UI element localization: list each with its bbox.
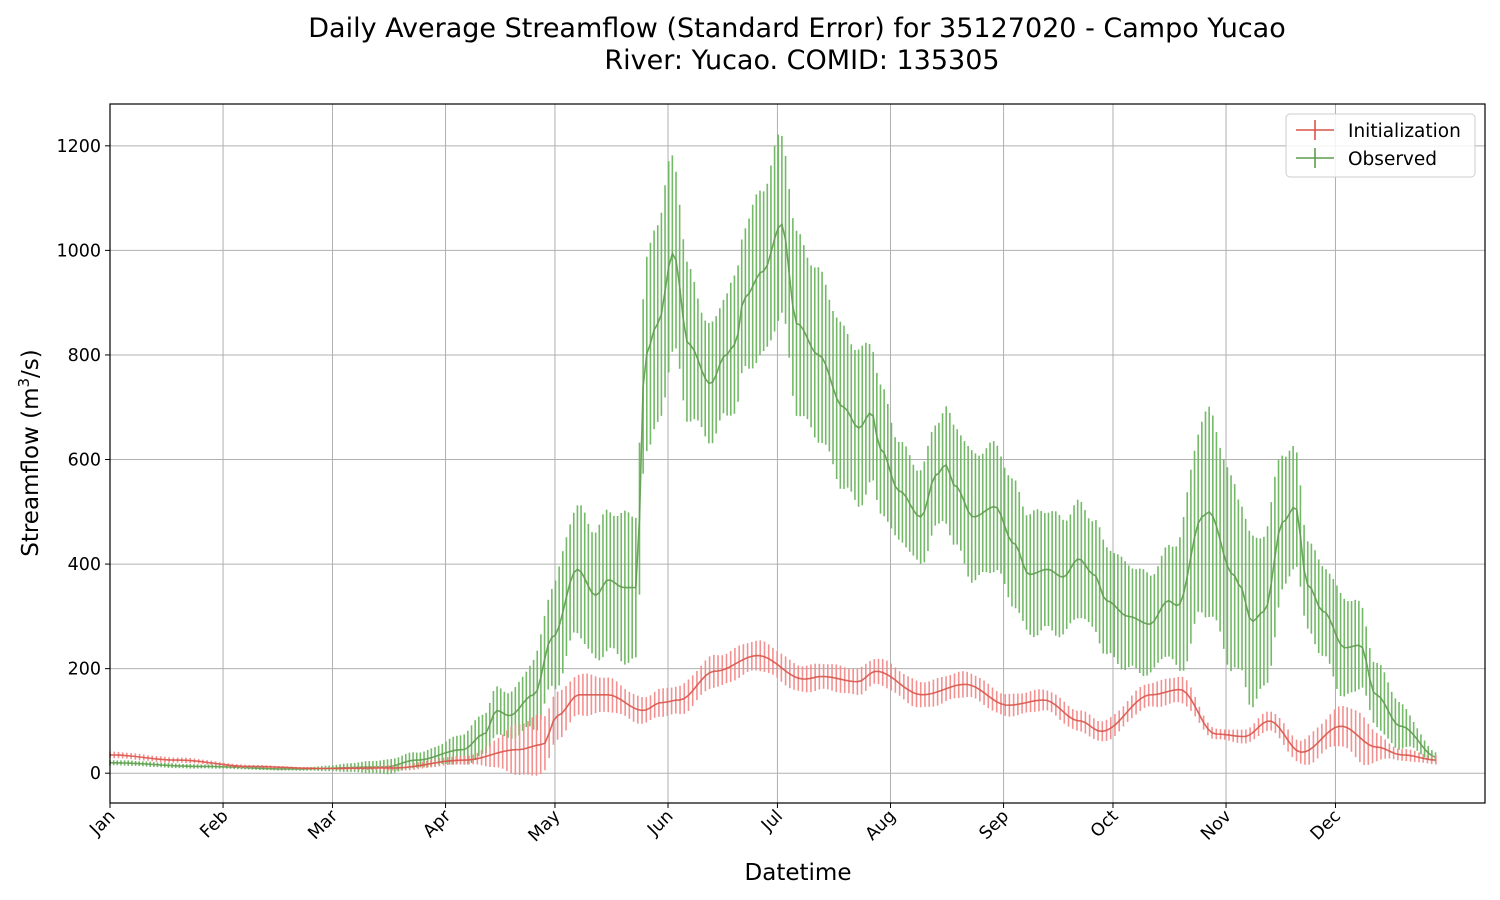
x-axis-label: Datetime (745, 860, 852, 886)
y-axis-label-tail: /s) (18, 349, 44, 378)
y-tick-label: 200 (68, 660, 101, 680)
y-tick-label: 800 (68, 346, 101, 366)
y-axis: 0 200 400 600 800 1000 1200 (56, 137, 110, 784)
y-tick-label: 1200 (56, 137, 101, 157)
y-tick-label: 400 (68, 555, 101, 575)
chart-title: Daily Average Streamflow (Standard Error… (308, 13, 1286, 44)
plot-frame (109, 103, 1486, 804)
y-axis-label: Streamflow (m3/s) (15, 349, 44, 557)
series-line (109, 654, 1436, 770)
chart-subtitle: River: Yucao. COMID: 135305 (604, 45, 999, 76)
y-axis-label-main: Streamflow (m (18, 387, 44, 556)
legend-label-initialization: Initialization (1348, 121, 1461, 142)
series-initialization (109, 640, 1437, 776)
legend-label-observed: Observed (1348, 149, 1437, 170)
y-tick-label: 600 (68, 451, 101, 471)
y-tick-label: 1000 (56, 241, 101, 261)
series-layer (109, 134, 1437, 776)
plot-area (110, 104, 1485, 803)
legend: Initialization Observed (1285, 113, 1476, 178)
series-observed (109, 134, 1437, 775)
y-axis-label-sup: 3 (15, 378, 33, 388)
y-tick-label: 0 (90, 764, 101, 784)
